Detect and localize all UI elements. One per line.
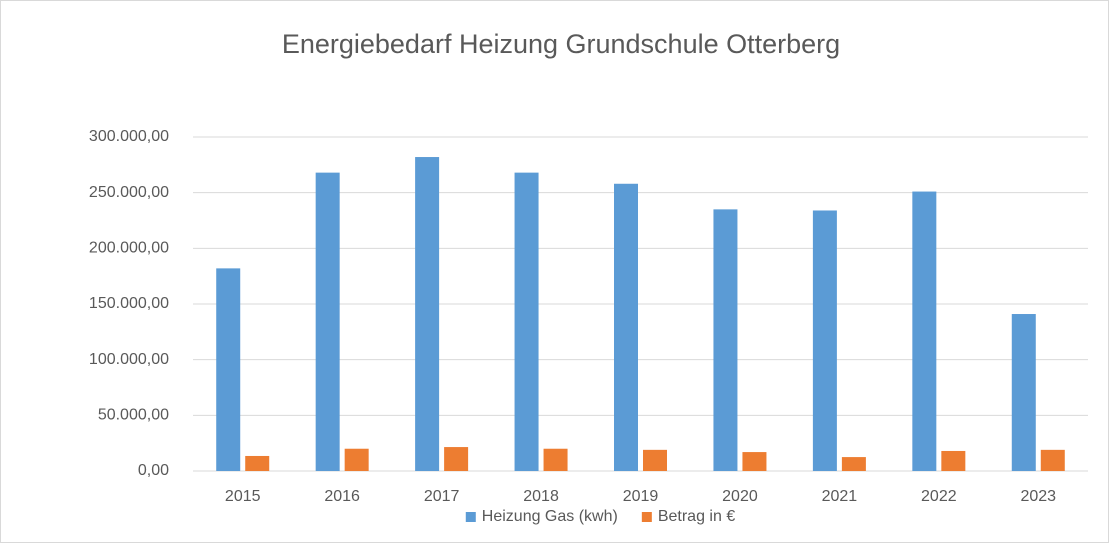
- bar: [1011, 314, 1036, 471]
- y-tick-label: 100.000,00: [89, 351, 169, 368]
- legend-label: Heizung Gas (kwh): [482, 508, 618, 525]
- x-tick-label: 2022: [921, 488, 957, 505]
- legend-label: Betrag in €: [658, 508, 735, 525]
- bar: [643, 449, 667, 471]
- bar: [742, 452, 767, 471]
- y-tick-label: 200.000,00: [89, 240, 169, 257]
- bar: [444, 447, 469, 471]
- x-tick-label: 2021: [822, 488, 858, 505]
- legend-swatch: [465, 512, 476, 522]
- bar: [1040, 449, 1065, 471]
- bar: [841, 457, 866, 471]
- bar: [912, 191, 937, 471]
- bar: [315, 172, 340, 472]
- y-tick-label: 150.000,00: [89, 295, 169, 312]
- bar: [344, 448, 369, 471]
- bar: [216, 268, 241, 471]
- bar: [812, 210, 837, 472]
- bar: [713, 209, 738, 471]
- x-tick-label: 2017: [424, 488, 460, 505]
- y-tick-label: 300.000,00: [89, 128, 169, 145]
- bar: [941, 450, 966, 471]
- x-tick-label: 2015: [225, 488, 261, 505]
- x-tick-label: 2018: [523, 488, 559, 505]
- legend-swatch: [641, 512, 652, 522]
- y-tick-label: 0,00: [138, 462, 169, 479]
- bar: [415, 157, 440, 472]
- x-tick-label: 2019: [623, 488, 659, 505]
- y-tick-label: 50.000,00: [98, 407, 169, 424]
- x-tick-label: 2023: [1020, 488, 1056, 505]
- bar: [514, 172, 539, 472]
- chart-title: Energiebedarf Heizung Grundschule Otterb…: [282, 29, 840, 59]
- bar: [543, 448, 568, 471]
- bar: [614, 183, 638, 471]
- x-tick-label: 2016: [324, 488, 360, 505]
- y-tick-label: 250.000,00: [89, 184, 169, 201]
- x-tick-label: 2020: [722, 488, 758, 505]
- bar: [245, 455, 270, 471]
